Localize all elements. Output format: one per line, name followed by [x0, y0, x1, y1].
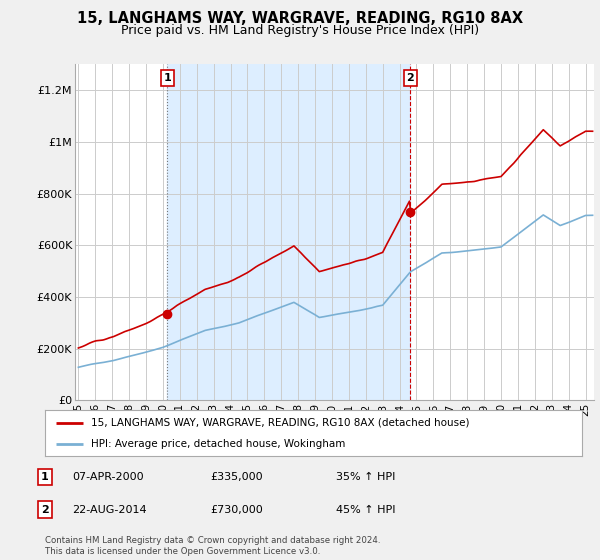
Text: 35% ↑ HPI: 35% ↑ HPI [336, 472, 395, 482]
Text: 07-APR-2000: 07-APR-2000 [72, 472, 143, 482]
Text: 15, LANGHAMS WAY, WARGRAVE, READING, RG10 8AX: 15, LANGHAMS WAY, WARGRAVE, READING, RG1… [77, 11, 523, 26]
Text: Price paid vs. HM Land Registry's House Price Index (HPI): Price paid vs. HM Land Registry's House … [121, 24, 479, 36]
Text: 22-AUG-2014: 22-AUG-2014 [72, 505, 146, 515]
Text: 2: 2 [41, 505, 49, 515]
Text: 45% ↑ HPI: 45% ↑ HPI [336, 505, 395, 515]
Text: 15, LANGHAMS WAY, WARGRAVE, READING, RG10 8AX (detached house): 15, LANGHAMS WAY, WARGRAVE, READING, RG1… [91, 418, 469, 428]
Text: 1: 1 [41, 472, 49, 482]
Bar [167, 64, 410, 400]
Text: 2: 2 [407, 73, 414, 83]
Text: HPI: Average price, detached house, Wokingham: HPI: Average price, detached house, Woki… [91, 439, 345, 449]
Text: Contains HM Land Registry data © Crown copyright and database right 2024.
This d: Contains HM Land Registry data © Crown c… [45, 536, 380, 556]
Text: £335,000: £335,000 [210, 472, 263, 482]
Text: £730,000: £730,000 [210, 505, 263, 515]
Text: 1: 1 [164, 73, 172, 83]
